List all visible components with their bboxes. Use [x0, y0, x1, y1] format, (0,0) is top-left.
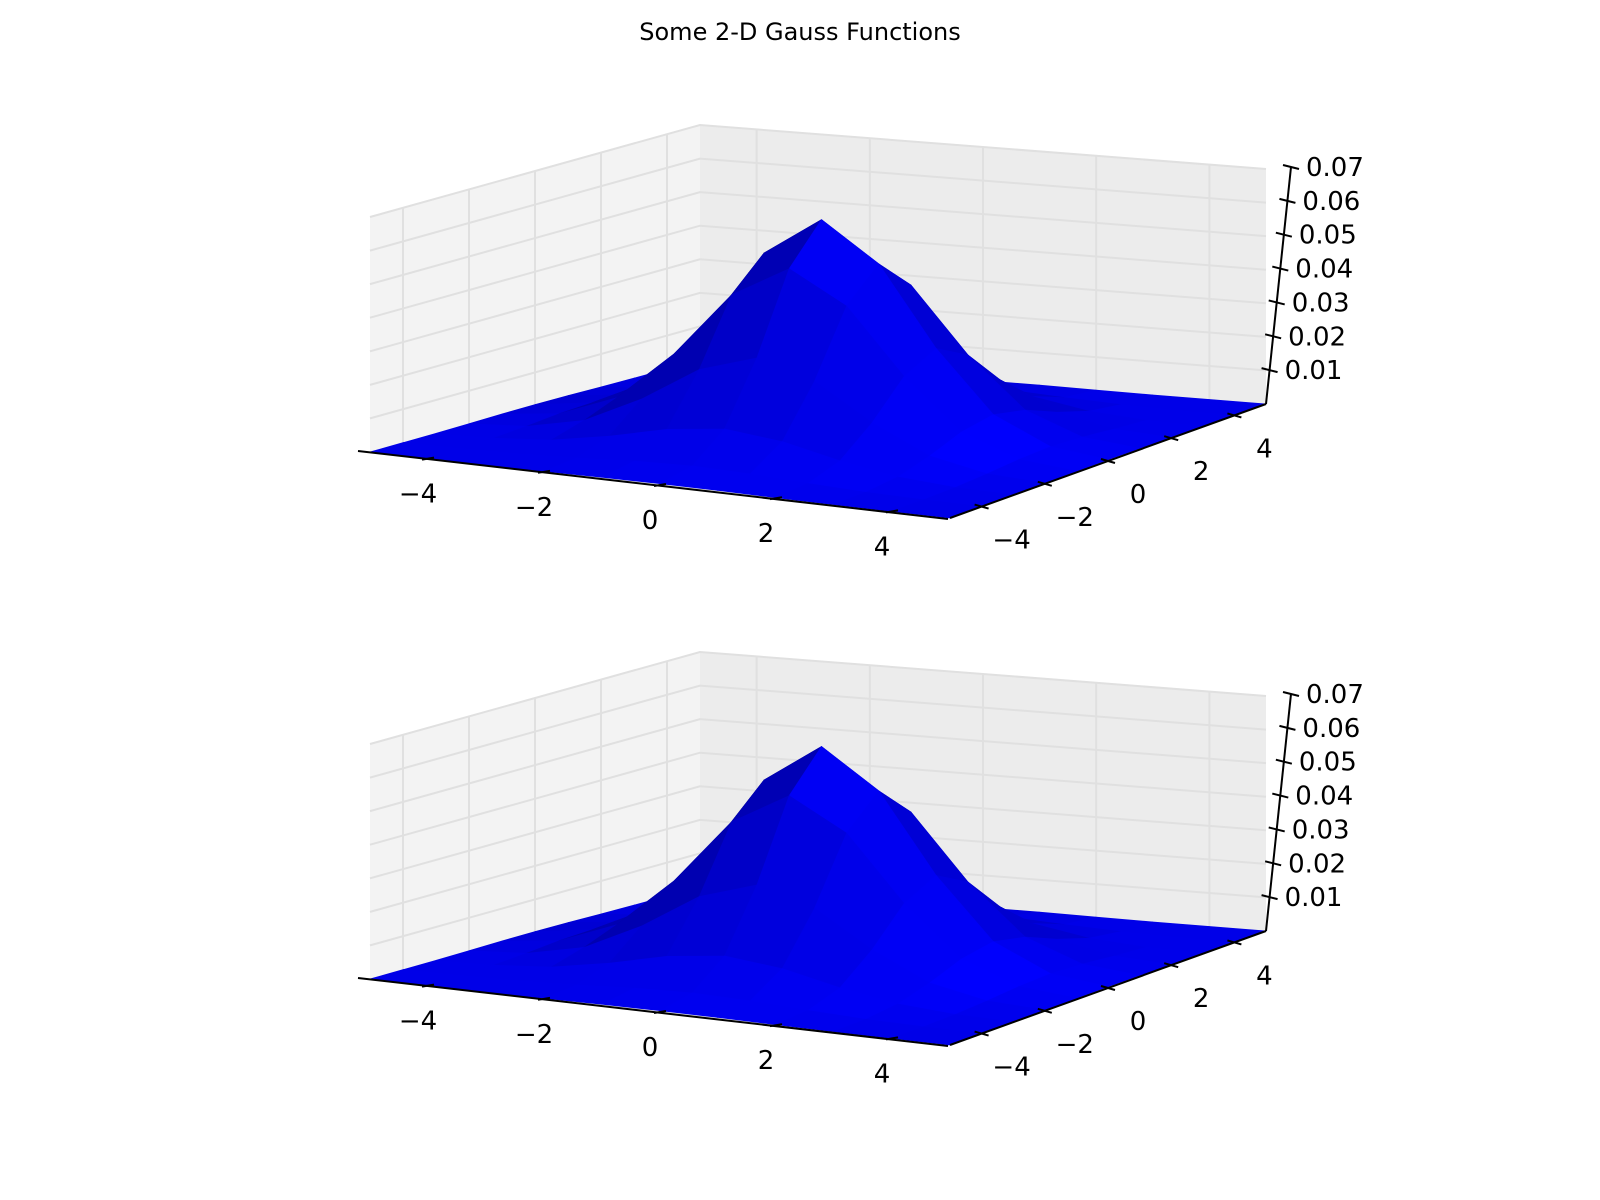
- z-gridline: [369, 751, 1267, 846]
- z-tick-label: 0.05: [1299, 748, 1357, 778]
- x-tick-label: −2: [515, 493, 553, 523]
- y-tick: [1163, 435, 1179, 442]
- z-tick-label: 0.07: [1306, 680, 1364, 710]
- gaussian-surface: [369, 219, 1267, 519]
- z-tick-label: 0.03: [1292, 288, 1350, 318]
- y-tick: [1227, 939, 1242, 946]
- y-tick-label: 4: [1256, 434, 1273, 464]
- z-tick-label: 0.02: [1288, 849, 1346, 879]
- x-axis-line: [357, 977, 949, 1047]
- z-tick-label: 0.04: [1295, 782, 1353, 812]
- y-tick-label: −4: [992, 1053, 1030, 1083]
- z-tick-label: 0.03: [1292, 815, 1350, 845]
- z-gridline: [369, 818, 1267, 913]
- y-tick: [1163, 962, 1179, 969]
- z-tick: [1268, 826, 1285, 833]
- x-tick-label: 2: [758, 1046, 775, 1076]
- x-tick: [653, 1010, 667, 1014]
- z-gridline: [369, 291, 1267, 386]
- z-tick: [1264, 860, 1282, 867]
- z-gridline: [369, 785, 1267, 880]
- x-tick-label: 4: [874, 532, 891, 562]
- y-tick: [974, 1030, 989, 1037]
- z-axis-line: [1265, 166, 1292, 405]
- z-tick-label: 0.07: [1306, 153, 1364, 183]
- y-tick: [1037, 1007, 1053, 1014]
- x-tick: [421, 456, 435, 461]
- z-gridline: [369, 191, 1267, 286]
- z-gridline: [369, 852, 1267, 947]
- z-tick-label: 0.06: [1302, 714, 1360, 744]
- z-tick-label: 0.04: [1295, 255, 1353, 285]
- x-tick-label: −2: [515, 1020, 553, 1050]
- z-tick-label: 0.01: [1285, 883, 1343, 913]
- x-tick: [885, 509, 899, 514]
- z-tick: [1261, 367, 1278, 374]
- x-tick-label: 0: [642, 1033, 659, 1063]
- x-tick-label: −4: [399, 1007, 437, 1037]
- z-tick: [1268, 299, 1285, 306]
- figure-title: Some 2-D Gauss Functions: [639, 18, 961, 46]
- surface-plot-bottom: −4 −2 0 2 4 −4 −2 0 2 4 0.01 0.02 0.030.04 0.05 0.06 0.…: [357, 650, 1364, 1089]
- z-tick: [1279, 724, 1296, 731]
- gaussian-surface: [369, 746, 1267, 1046]
- z-tick-label: 0.06: [1302, 187, 1360, 217]
- z-gridline: [369, 123, 1267, 218]
- x-axis-line: [357, 450, 949, 520]
- z-tick-label: 0.02: [1288, 322, 1346, 352]
- x-tick: [885, 1036, 899, 1041]
- x-tick: [421, 983, 435, 988]
- z-tick: [1282, 691, 1300, 697]
- z-tick: [1275, 758, 1293, 765]
- z-tick: [1275, 231, 1293, 238]
- z-gridline: [369, 157, 1267, 252]
- y-tick-label: 2: [1193, 984, 1210, 1014]
- y-tick-label: 4: [1256, 961, 1273, 991]
- x-tick: [769, 496, 783, 501]
- y-tick-label: 0: [1130, 480, 1147, 510]
- y-tick: [1037, 480, 1053, 487]
- z-gridline: [369, 718, 1267, 813]
- z-axis-line: [1265, 693, 1292, 932]
- y-tick: [974, 503, 989, 510]
- z-tick-label: 0.05: [1299, 221, 1357, 251]
- z-gridline: [369, 258, 1267, 353]
- z-gridline: [369, 325, 1267, 420]
- x-tick-label: 2: [758, 519, 775, 549]
- z-tick: [1264, 333, 1282, 340]
- z-tick: [1261, 894, 1278, 901]
- x-tick: [653, 483, 667, 487]
- z-gridline: [369, 684, 1267, 779]
- z-tick-label: 0.01: [1285, 356, 1343, 386]
- x-tick: [769, 1023, 783, 1028]
- x-tick-label: −4: [399, 480, 437, 510]
- x-tick-label: 0: [642, 506, 659, 536]
- y-tick: [1100, 985, 1116, 991]
- surface-plot-top: −4 −2 0 2 4 −4 −2 0 2 4 0.01 0.02 0.030.04 0.05 0.06 0.…: [357, 123, 1364, 562]
- y-tick-label: 2: [1193, 457, 1210, 487]
- y-tick-label: −2: [1056, 503, 1094, 533]
- z-tick: [1279, 197, 1296, 204]
- z-tick: [1272, 792, 1289, 799]
- y-tick-label: −2: [1056, 1030, 1094, 1060]
- x-tick-label: 4: [874, 1059, 891, 1089]
- z-tick: [1282, 164, 1300, 170]
- z-tick: [1272, 265, 1289, 272]
- z-gridline: [369, 650, 1267, 745]
- x-tick: [537, 996, 551, 1001]
- y-tick-label: 0: [1130, 1007, 1147, 1037]
- x-tick: [537, 469, 551, 474]
- y-tick: [1100, 458, 1116, 464]
- y-tick: [1227, 412, 1242, 419]
- z-gridline: [369, 224, 1267, 319]
- y-tick-label: −4: [992, 526, 1030, 556]
